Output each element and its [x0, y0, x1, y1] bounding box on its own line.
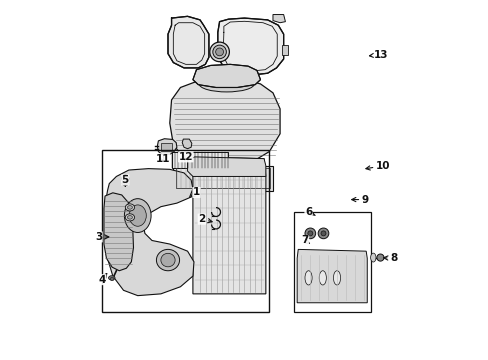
- Bar: [171, 152, 228, 167]
- Ellipse shape: [209, 42, 229, 62]
- Bar: [102, 150, 269, 312]
- Bar: [173, 166, 272, 191]
- Ellipse shape: [305, 271, 311, 285]
- Ellipse shape: [370, 253, 375, 262]
- Text: 8: 8: [383, 253, 397, 263]
- Polygon shape: [105, 168, 194, 296]
- Text: 5: 5: [122, 175, 129, 186]
- Text: 11: 11: [155, 154, 169, 164]
- Ellipse shape: [156, 249, 179, 271]
- Ellipse shape: [212, 45, 226, 59]
- Ellipse shape: [122, 182, 128, 185]
- Text: 10: 10: [365, 161, 390, 171]
- Bar: [281, 45, 288, 55]
- Ellipse shape: [319, 271, 325, 285]
- Ellipse shape: [215, 48, 223, 56]
- Ellipse shape: [110, 277, 114, 281]
- Ellipse shape: [305, 228, 315, 239]
- Ellipse shape: [376, 254, 383, 261]
- Text: 4: 4: [98, 274, 106, 285]
- Ellipse shape: [333, 271, 340, 285]
- Ellipse shape: [127, 206, 132, 209]
- Polygon shape: [192, 157, 265, 294]
- Ellipse shape: [123, 177, 127, 180]
- Polygon shape: [192, 64, 260, 87]
- Polygon shape: [104, 193, 133, 271]
- Ellipse shape: [127, 216, 132, 219]
- Ellipse shape: [199, 76, 254, 92]
- Text: 6: 6: [305, 207, 315, 217]
- Text: 3: 3: [95, 232, 109, 242]
- Polygon shape: [169, 78, 280, 166]
- Text: 12: 12: [178, 152, 193, 162]
- Text: 1: 1: [190, 188, 200, 198]
- Ellipse shape: [125, 214, 134, 221]
- Ellipse shape: [125, 204, 134, 211]
- Polygon shape: [272, 14, 285, 23]
- Polygon shape: [187, 157, 265, 176]
- Ellipse shape: [124, 199, 151, 233]
- Text: 9: 9: [351, 194, 368, 204]
- Polygon shape: [217, 18, 283, 75]
- Ellipse shape: [161, 253, 175, 267]
- Text: 13: 13: [369, 50, 388, 60]
- Ellipse shape: [318, 228, 328, 239]
- Ellipse shape: [129, 205, 146, 226]
- Ellipse shape: [108, 276, 115, 280]
- Polygon shape: [297, 249, 366, 303]
- Polygon shape: [168, 16, 208, 68]
- Bar: [176, 168, 269, 188]
- Polygon shape: [182, 139, 191, 149]
- Text: 2: 2: [198, 214, 212, 224]
- Polygon shape: [157, 139, 177, 154]
- Ellipse shape: [307, 231, 312, 236]
- Text: 7: 7: [301, 235, 309, 246]
- Bar: [161, 143, 171, 151]
- Ellipse shape: [320, 231, 325, 236]
- Bar: [294, 212, 370, 312]
- Ellipse shape: [122, 175, 129, 182]
